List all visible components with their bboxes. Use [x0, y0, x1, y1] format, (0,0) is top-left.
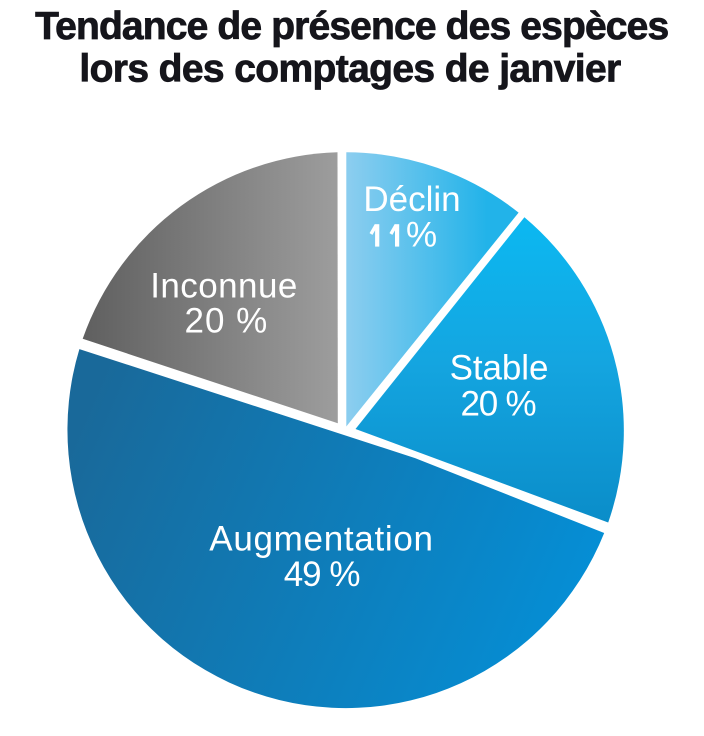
svg-text:%: % — [406, 216, 437, 255]
svg-text:20 %: 20 % — [185, 302, 269, 341]
svg-text:Déclin: Déclin — [363, 180, 460, 219]
svg-text:Stable: Stable — [450, 349, 549, 388]
svg-text:49 %: 49 % — [284, 555, 360, 594]
svg-text:lors des comptages de janvier: lors des comptages de janvier — [79, 47, 621, 90]
svg-text:Tendance de présence des espèc: Tendance de présence des espèces — [35, 5, 668, 48]
svg-text:Inconnue: Inconnue — [150, 267, 298, 306]
svg-text:Augmentation: Augmentation — [209, 520, 433, 559]
svg-text:20 %: 20 % — [461, 385, 536, 424]
